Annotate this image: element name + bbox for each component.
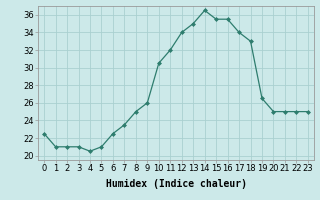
X-axis label: Humidex (Indice chaleur): Humidex (Indice chaleur) [106,179,246,189]
